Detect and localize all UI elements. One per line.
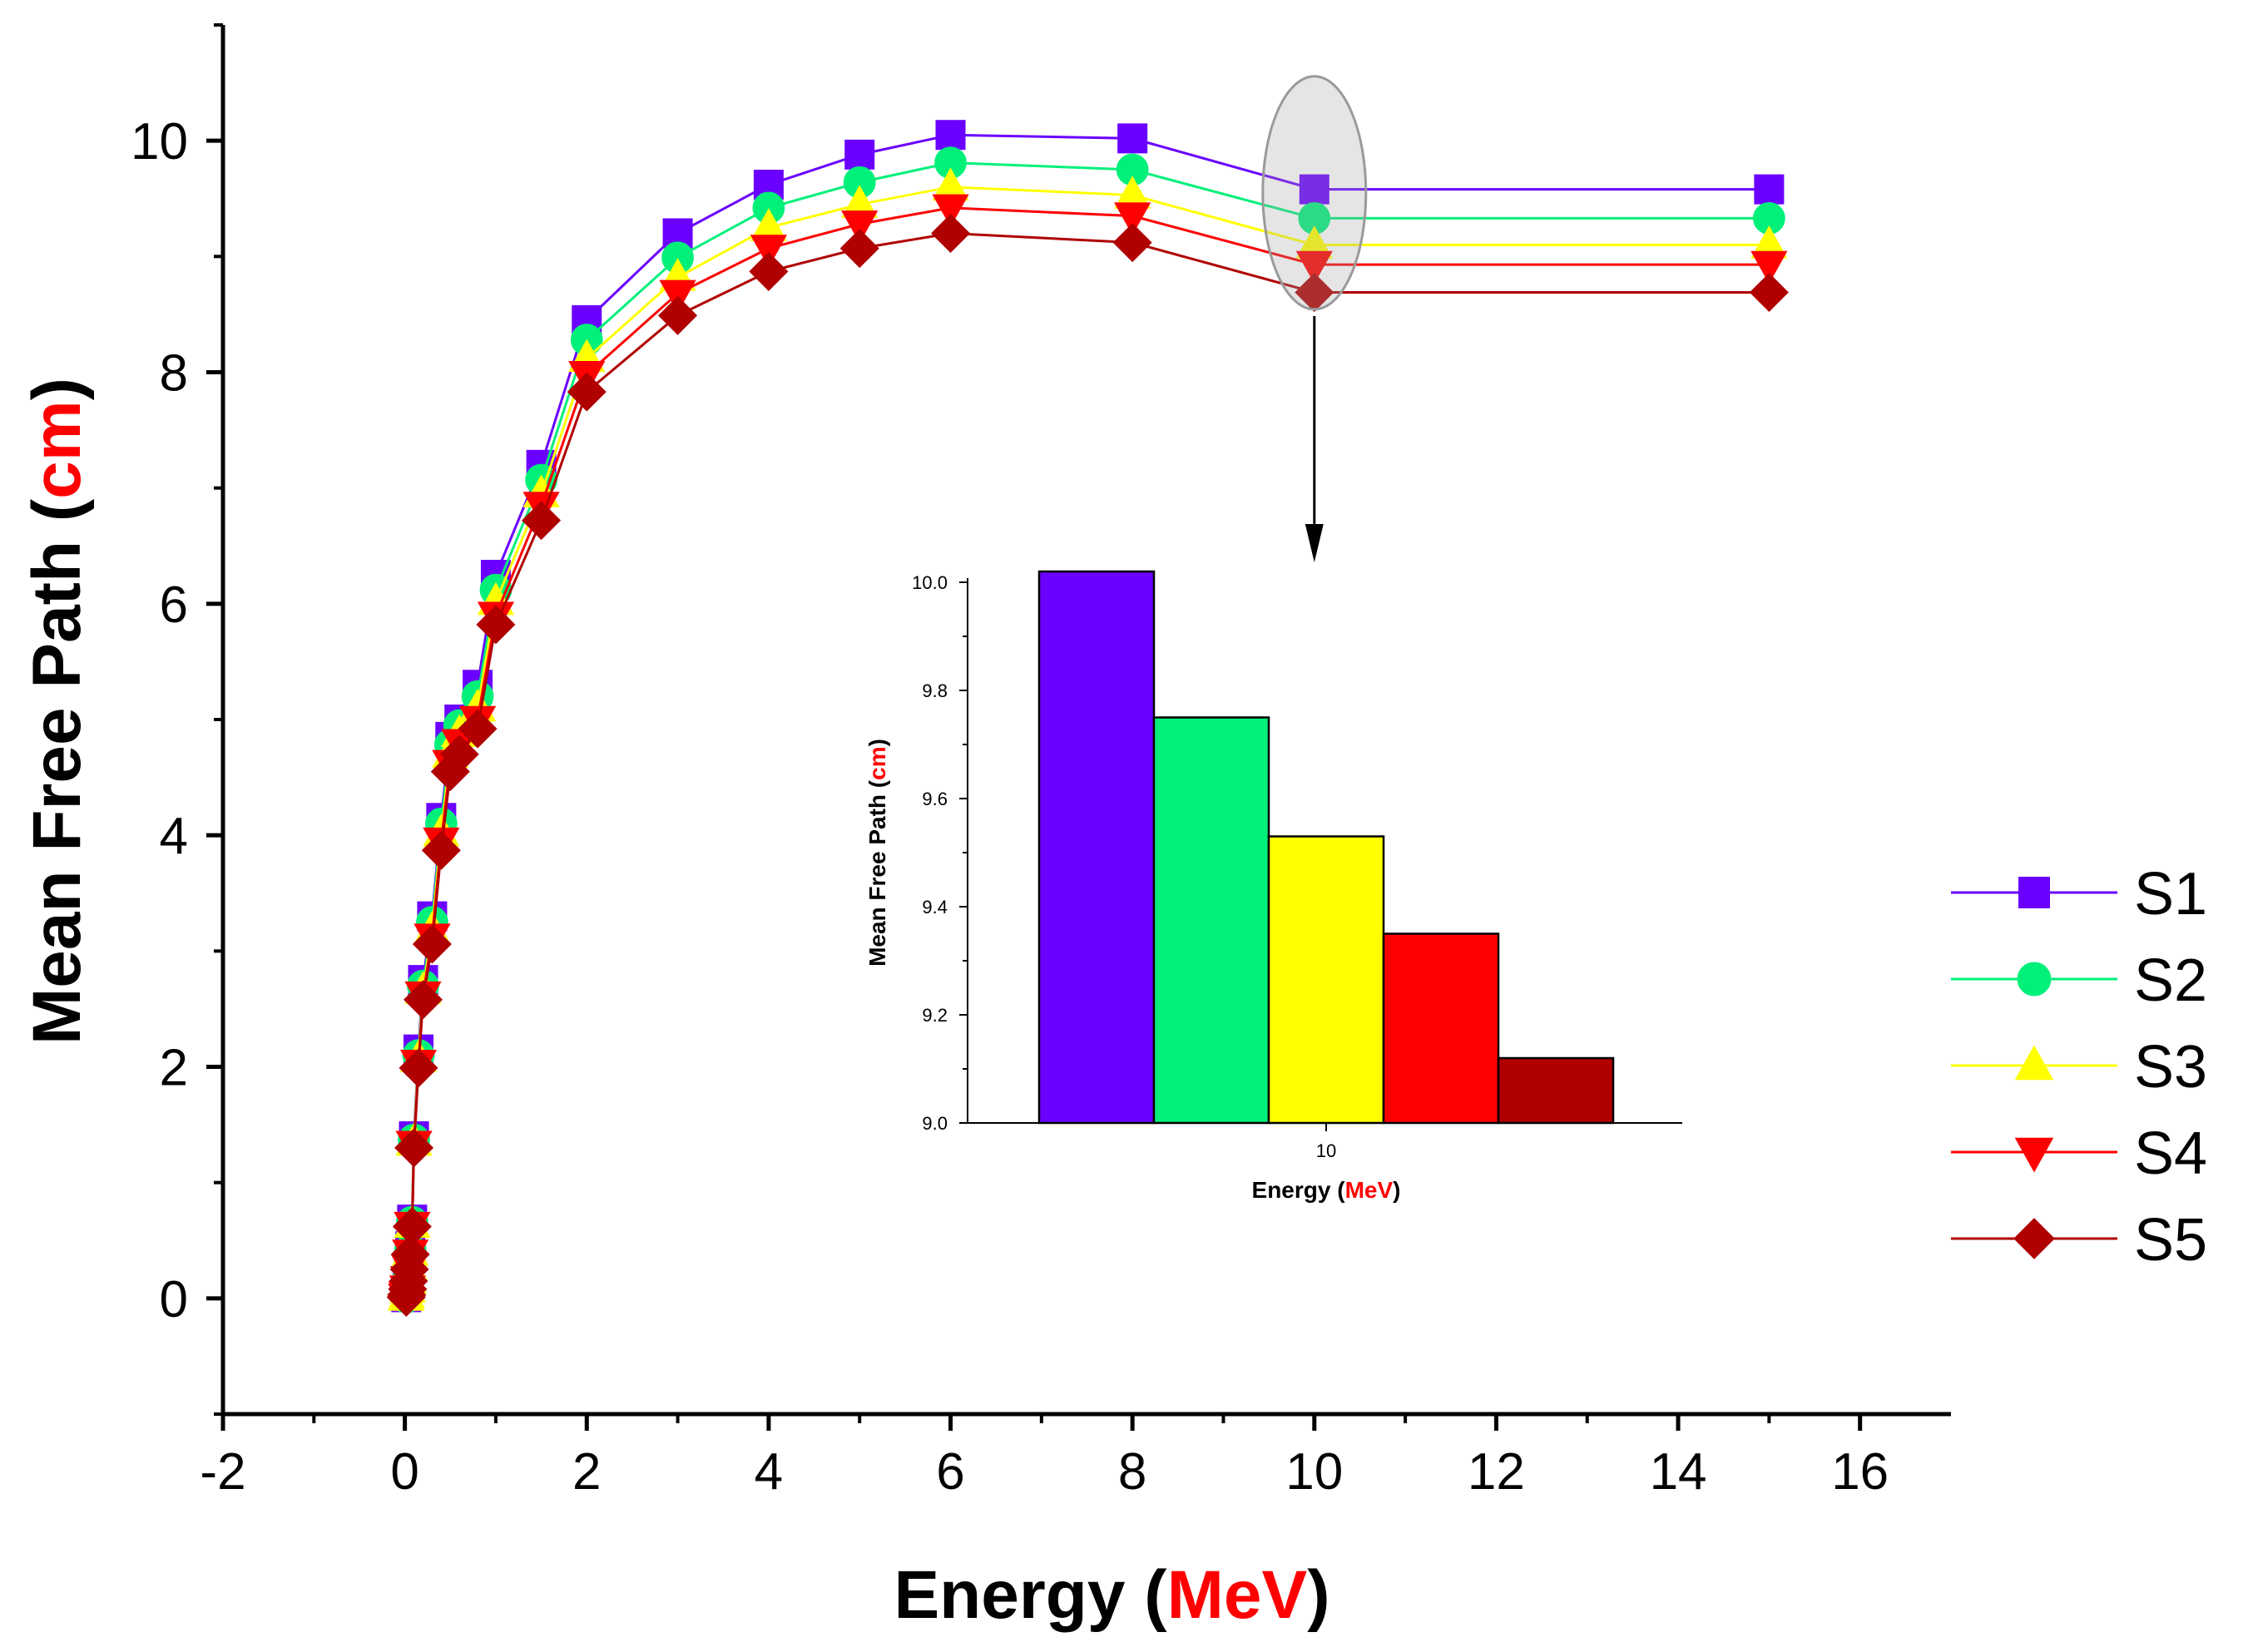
legend-marker xyxy=(2014,1045,2054,1081)
data-point xyxy=(750,235,787,268)
data-point xyxy=(439,734,479,774)
x-tick-label: 12 xyxy=(1468,1443,1525,1501)
inset-y-axis-title-close: ) xyxy=(864,739,890,746)
data-point xyxy=(522,501,562,541)
data-point xyxy=(1117,123,1148,154)
data-point xyxy=(1295,250,1333,284)
inset-bar-s5 xyxy=(1497,1056,1615,1125)
data-point xyxy=(1299,174,1329,205)
data-point xyxy=(1750,250,1788,284)
data-point xyxy=(841,210,879,244)
x-tick-label: 16 xyxy=(1831,1443,1889,1501)
legend-item-s3: S3 xyxy=(1951,1034,2207,1101)
data-point xyxy=(931,213,971,254)
legend-marker xyxy=(2018,877,2050,908)
legend-item-s2: S2 xyxy=(1951,947,2207,1014)
inset-y-tick-label: 10.0 xyxy=(912,572,948,593)
legend-item-s4: S4 xyxy=(1951,1120,2207,1187)
data-point xyxy=(567,372,607,412)
data-point xyxy=(412,924,452,964)
data-point xyxy=(1295,272,1334,312)
x-tick-label: 8 xyxy=(1118,1443,1146,1501)
legend-marker xyxy=(2013,1218,2055,1259)
x-axis-title: Energy (MeV) xyxy=(894,1557,1329,1633)
data-point xyxy=(1754,174,1785,205)
data-point xyxy=(399,1048,438,1088)
data-point xyxy=(392,1207,432,1247)
y-tick-label: 2 xyxy=(160,1040,188,1097)
data-point xyxy=(421,830,461,870)
x-axis-title-text: Energy ( xyxy=(894,1557,1167,1633)
highlight-ellipse xyxy=(1261,75,1368,311)
legend-marker xyxy=(2017,962,2052,997)
x-tick-label: 0 xyxy=(390,1443,418,1501)
data-point xyxy=(839,229,879,269)
inset-y-tick-label: 9.0 xyxy=(922,1113,948,1134)
data-point xyxy=(1749,272,1789,312)
inset-y-tick-label: 9.2 xyxy=(922,1005,948,1026)
x-tick-label: 6 xyxy=(936,1443,964,1501)
data-point xyxy=(935,120,966,151)
data-point xyxy=(1114,202,1151,235)
y-tick-label: 0 xyxy=(160,1271,188,1328)
y-axis-title-close: ) xyxy=(19,378,95,400)
inset-x-axis-title: Energy (MeV) xyxy=(1252,1177,1401,1203)
x-tick-label: 4 xyxy=(755,1443,783,1501)
inset-x-axis-title-text: Energy ( xyxy=(1252,1177,1346,1203)
y-tick-label: 6 xyxy=(160,576,188,634)
legend-label: S3 xyxy=(2134,1034,2207,1101)
data-point xyxy=(658,295,698,335)
inset-bar-s1 xyxy=(1037,570,1156,1125)
y-tick-label: 4 xyxy=(160,808,188,865)
data-point xyxy=(403,980,443,1020)
x-axis-title-unit: MeV xyxy=(1167,1557,1308,1633)
y-tick-label: 8 xyxy=(160,345,188,403)
data-point xyxy=(476,605,516,645)
inset-y-axis-title-text: Mean Free Path ( xyxy=(864,779,890,967)
inset-y-axis-title: Mean Free Path (cm) xyxy=(864,739,890,967)
inset-y-tick-label: 9.8 xyxy=(922,680,948,701)
callout-arrow-head xyxy=(1305,524,1324,562)
inset-y-axis-title-unit: cm xyxy=(864,746,890,779)
legend-item-s1: S1 xyxy=(1951,861,2207,927)
legend-label: S4 xyxy=(2134,1120,2207,1187)
y-tick-label: 10 xyxy=(131,113,188,171)
inset-x-axis-title-close: ) xyxy=(1393,1177,1400,1203)
legend-label: S1 xyxy=(2134,861,2207,927)
inset-bar-s4 xyxy=(1382,932,1500,1125)
legend-item-s5: S5 xyxy=(1951,1207,2207,1274)
y-axis-title-unit: cm xyxy=(19,400,95,499)
inset-x-axis-title-unit: MeV xyxy=(1345,1177,1394,1203)
inset-x-tick-label: 10 xyxy=(1316,1140,1336,1161)
x-tick-label: 2 xyxy=(572,1443,601,1501)
data-point xyxy=(390,1234,430,1274)
legend-marker xyxy=(2014,1137,2054,1173)
x-tick-label: 10 xyxy=(1285,1443,1343,1501)
data-point xyxy=(394,1128,434,1168)
data-point xyxy=(458,709,498,749)
data-point xyxy=(932,194,969,228)
x-tick-label: 14 xyxy=(1650,1443,1707,1501)
y-axis-title: Mean Free Path (cm) xyxy=(19,378,95,1045)
legend-label: S5 xyxy=(2134,1207,2207,1274)
inset-bar-s2 xyxy=(1152,716,1270,1125)
data-point xyxy=(844,139,875,170)
x-tick-label: -2 xyxy=(200,1443,245,1501)
legend-label: S2 xyxy=(2134,947,2207,1014)
data-point xyxy=(1112,223,1152,263)
x-axis-title-close: ) xyxy=(1307,1557,1329,1633)
inset-y-tick-label: 9.4 xyxy=(922,897,948,918)
series-s5 xyxy=(386,213,1789,1317)
data-point xyxy=(749,251,789,291)
y-axis-title-text: Mean Free Path ( xyxy=(19,498,95,1045)
inset-bar-s3 xyxy=(1267,835,1385,1125)
inset-y-tick-label: 9.6 xyxy=(922,789,948,809)
